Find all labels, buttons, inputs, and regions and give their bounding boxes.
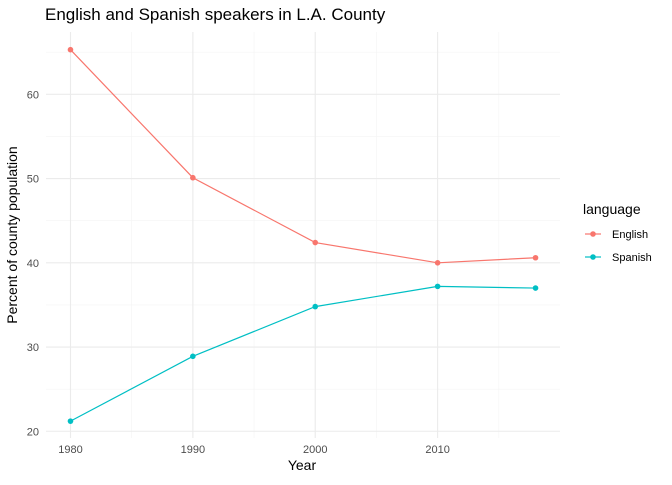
series-line-spanish bbox=[70, 285, 536, 422]
legend-key-point bbox=[590, 254, 596, 260]
series-spanish bbox=[67, 283, 539, 424]
data-point-spanish bbox=[67, 418, 74, 424]
series-layer bbox=[67, 46, 539, 424]
x-tick-label: 2000 bbox=[303, 444, 327, 456]
y-axis-ticks: 20 30 40 50 60 bbox=[27, 89, 39, 438]
y-tick-label: 30 bbox=[27, 342, 39, 354]
legend: language English Spanish bbox=[583, 201, 652, 264]
legend-item-english: English bbox=[585, 229, 648, 241]
x-tick-label: 1990 bbox=[181, 444, 205, 456]
x-tick-label: 2010 bbox=[425, 444, 449, 456]
data-point-spanish bbox=[312, 303, 319, 310]
data-point-english bbox=[190, 174, 196, 181]
legend-title: language bbox=[583, 201, 641, 217]
y-tick-label: 40 bbox=[27, 258, 39, 270]
y-tick-label: 20 bbox=[27, 426, 39, 438]
data-point-spanish bbox=[532, 285, 539, 291]
data-point-spanish bbox=[190, 353, 196, 360]
series-line-english bbox=[70, 49, 536, 264]
x-axis-ticks: 1980 1990 2000 2010 bbox=[58, 444, 450, 456]
legend-items: English Spanish bbox=[585, 229, 652, 264]
x-axis-title: Year bbox=[288, 457, 317, 473]
series-english bbox=[67, 46, 539, 266]
data-point-english bbox=[67, 46, 74, 53]
x-tick-label: 1980 bbox=[58, 444, 82, 456]
data-point-english bbox=[434, 259, 441, 266]
legend-label: English bbox=[612, 229, 648, 241]
y-tick-label: 50 bbox=[27, 174, 39, 186]
grid bbox=[46, 32, 560, 438]
legend-key-point bbox=[590, 231, 596, 237]
data-point-spanish bbox=[434, 283, 441, 290]
y-axis-title: Percent of county population bbox=[4, 146, 20, 323]
chart-title: English and Spanish speakers in L.A. Cou… bbox=[45, 5, 386, 24]
legend-label: Spanish bbox=[612, 252, 652, 264]
y-tick-label: 60 bbox=[27, 89, 39, 101]
data-point-english bbox=[532, 254, 539, 261]
legend-item-spanish: Spanish bbox=[585, 252, 652, 264]
data-point-english bbox=[312, 239, 319, 246]
